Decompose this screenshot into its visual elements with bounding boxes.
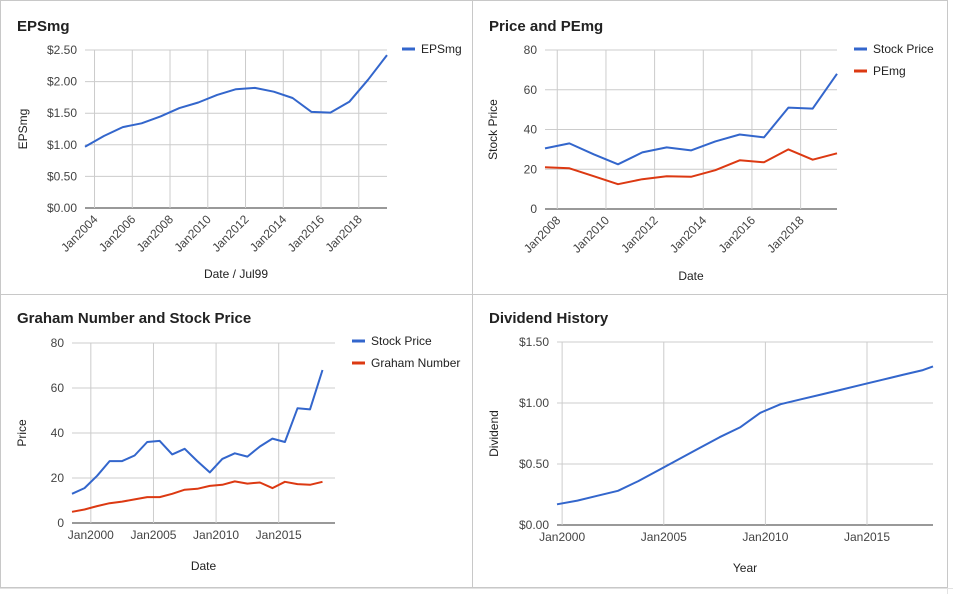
x-tick-label: Jan2012 <box>618 213 661 256</box>
x-tick-label: Jan2015 <box>256 528 302 542</box>
legend-label: Stock Price <box>873 42 934 56</box>
y-tick-label: 20 <box>51 471 65 485</box>
x-tick-label: Jan2015 <box>844 530 890 544</box>
y-tick-label: $0.50 <box>519 457 549 471</box>
x-tick-label: Jan2010 <box>193 528 239 542</box>
legend-label: PEmg <box>873 64 906 78</box>
y-tick-label: $0.50 <box>47 169 77 183</box>
x-tick-label: Jan2010 <box>171 212 214 255</box>
y-tick-label: $1.50 <box>519 335 549 349</box>
x-axis-title: Date <box>191 559 217 573</box>
y-tick-label: $2.50 <box>47 43 77 57</box>
chart-title: Graham Number and Stock Price <box>17 310 251 327</box>
x-tick-label: Jan2006 <box>96 212 139 255</box>
y-tick-label: $0.00 <box>519 518 549 532</box>
graham-number-chart-canvas: Graham Number and Stock Price 0 20 40 60 80 Ja… <box>15 310 460 573</box>
chart-title: EPSmg <box>17 18 70 35</box>
x-tick-label: Jan2008 <box>521 213 564 256</box>
y-tick-label: $2.00 <box>47 75 77 89</box>
x-tick-label: Jan2000 <box>68 528 114 542</box>
y-tick-label: $0.00 <box>47 201 77 215</box>
x-axis-title: Date <box>678 269 704 283</box>
y-tick-label: $1.50 <box>47 106 77 120</box>
x-tick-label: Jan2000 <box>539 530 585 544</box>
y-axis-title: EPSmg <box>16 109 30 150</box>
x-tick-label: Jan2010 <box>570 213 613 256</box>
x-tick-label: Jan2018 <box>322 212 365 255</box>
series-line <box>556 365 934 506</box>
y-tick-label: 80 <box>51 336 65 350</box>
x-tick-label: Jan2016 <box>285 212 328 255</box>
chart-title: Dividend History <box>489 310 609 327</box>
y-tick-label: 60 <box>51 381 65 395</box>
x-tick-label: Jan2014 <box>667 213 710 256</box>
x-axis-title: Date / Jul99 <box>204 267 268 281</box>
graham-number-chart[interactable]: Graham Number and Stock Price 0 20 40 60 80 Ja… <box>0 294 473 588</box>
y-tick-label: $1.00 <box>519 396 549 410</box>
y-tick-label: 0 <box>530 202 537 216</box>
x-tick-label: Jan2004 <box>58 212 101 255</box>
y-tick-label: 0 <box>57 516 64 530</box>
series-line <box>71 480 323 513</box>
legend-label: EPSmg <box>421 42 462 56</box>
x-tick-label: Jan2005 <box>130 528 176 542</box>
y-axis-title: Stock Price <box>486 99 500 160</box>
chart-title: Price and PEmg <box>489 18 603 35</box>
epsmg-chart-canvas: EPSmg $0.00 $0.50 $1.00 $1.50 $2.00 $2.50 Jan20… <box>16 18 462 281</box>
x-tick-label: Jan2016 <box>716 213 759 256</box>
y-tick-label: 40 <box>51 426 65 440</box>
y-tick-label: 60 <box>524 83 538 97</box>
x-axis-title: Year <box>733 561 757 575</box>
y-tick-label: $1.00 <box>47 138 77 152</box>
x-tick-label: Jan2010 <box>742 530 788 544</box>
x-tick-label: Jan2005 <box>641 530 687 544</box>
epsmg-chart[interactable]: EPSmg $0.00 $0.50 $1.00 $1.50 $2.00 $2.50 Jan20… <box>0 0 473 295</box>
y-tick-label: 40 <box>524 123 538 137</box>
x-tick-label: Jan2012 <box>209 212 252 255</box>
y-axis-title: Price <box>15 419 29 447</box>
x-tick-label: Jan2008 <box>134 212 177 255</box>
y-tick-label: 20 <box>524 162 538 176</box>
price-pemg-chart[interactable]: Price and PEmg 0 20 40 60 80 Jan2008 Jan2010 Jan… <box>472 0 948 295</box>
dividend-history-chart-canvas: Dividend History $0.00 $0.50 $1.00 $1.50 Jan2… <box>487 310 934 575</box>
series-line <box>544 73 838 166</box>
x-tick-label: Jan2014 <box>247 212 290 255</box>
sheet-gridline <box>0 588 953 589</box>
series-line <box>71 369 324 495</box>
series-line <box>84 54 388 148</box>
y-axis-title: Dividend <box>487 410 501 457</box>
legend-label: Graham Number <box>371 356 460 370</box>
dividend-history-chart[interactable]: Dividend History $0.00 $0.50 $1.00 $1.50 Jan2… <box>472 294 948 588</box>
series-line <box>544 148 838 186</box>
y-tick-label: 80 <box>524 43 538 57</box>
x-tick-label: Jan2018 <box>764 213 807 256</box>
legend-label: Stock Price <box>371 334 432 348</box>
